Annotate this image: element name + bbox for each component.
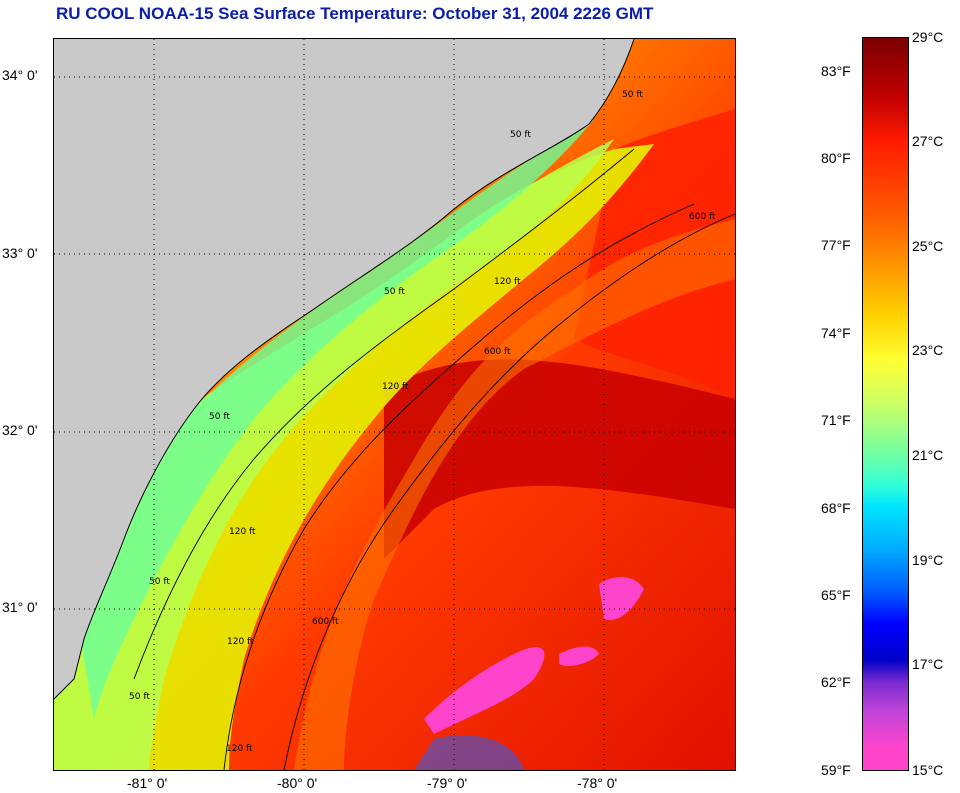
contour-120ft bbox=[223, 203, 695, 770]
celsius-label: 23°C bbox=[912, 342, 944, 358]
orange-band bbox=[294, 219, 735, 770]
fahrenheit-label: 62°F bbox=[821, 674, 851, 690]
celsius-label: 15°C bbox=[912, 762, 944, 778]
fahrenheit-label: 65°F bbox=[821, 587, 851, 603]
celsius-label: 29°C bbox=[912, 29, 944, 45]
contour-label: 600 ft bbox=[484, 347, 511, 357]
cloud-patch bbox=[599, 577, 644, 620]
contour-label: 50 ft bbox=[129, 692, 150, 702]
cloud-edge bbox=[414, 735, 524, 770]
lat-label: 34° 0' bbox=[2, 67, 38, 83]
contour-label: 120 ft bbox=[227, 637, 254, 647]
contour-label: 600 ft bbox=[312, 617, 339, 627]
graticule bbox=[54, 39, 735, 770]
fahrenheit-label: 77°F bbox=[821, 237, 851, 253]
contour-label: 120 ft bbox=[494, 277, 521, 287]
contour-label: 600 ft bbox=[689, 212, 716, 222]
contour-label: 50 ft bbox=[209, 412, 230, 422]
lat-label: 32° 0' bbox=[2, 422, 38, 438]
contour-600ft bbox=[283, 213, 735, 770]
fahrenheit-label: 71°F bbox=[821, 412, 851, 428]
fahrenheit-label: 80°F bbox=[821, 150, 851, 166]
lon-label: -80° 0' bbox=[277, 775, 318, 791]
celsius-label: 17°C bbox=[912, 656, 944, 672]
contour-label: 50 ft bbox=[149, 577, 170, 587]
contour-label: 120 ft bbox=[229, 527, 256, 537]
celsius-label: 21°C bbox=[912, 447, 944, 463]
contour-label: 120 ft bbox=[382, 382, 409, 392]
cloud-patch bbox=[559, 646, 599, 666]
contour-label: 50 ft bbox=[622, 90, 643, 100]
celsius-label: 19°C bbox=[912, 552, 944, 568]
celsius-label: 25°C bbox=[912, 238, 944, 254]
fahrenheit-label: 59°F bbox=[821, 762, 851, 778]
fahrenheit-label: 83°F bbox=[821, 63, 851, 79]
contour-label: 50 ft bbox=[510, 130, 531, 140]
coastline bbox=[54, 39, 635, 700]
celsius-label: 27°C bbox=[912, 133, 944, 149]
cloud-patch bbox=[424, 647, 545, 734]
contour-label: 50 ft bbox=[384, 287, 405, 297]
lon-label: -81° 0' bbox=[127, 775, 168, 791]
lat-label: 33° 0' bbox=[2, 245, 38, 261]
shelf-yellow bbox=[54, 144, 654, 770]
map-canvas: 50 ft 50 ft 50 ft 50 ft 50 ft 50 ft 120 … bbox=[54, 39, 735, 770]
fahrenheit-label: 68°F bbox=[821, 500, 851, 516]
lon-label: -79° 0' bbox=[427, 775, 468, 791]
lat-label: 31° 0' bbox=[2, 599, 38, 615]
contour-label: 120 ft bbox=[226, 744, 253, 754]
color-scale-bar bbox=[862, 37, 909, 771]
lon-label: -78° 0' bbox=[577, 775, 618, 791]
contour-50ft bbox=[133, 148, 635, 680]
sst-map: 50 ft 50 ft 50 ft 50 ft 50 ft 50 ft 120 … bbox=[53, 38, 736, 771]
map-title: RU COOL NOAA-15 Sea Surface Temperature:… bbox=[56, 4, 654, 23]
fahrenheit-label: 74°F bbox=[821, 325, 851, 341]
land-mass bbox=[54, 39, 735, 699]
